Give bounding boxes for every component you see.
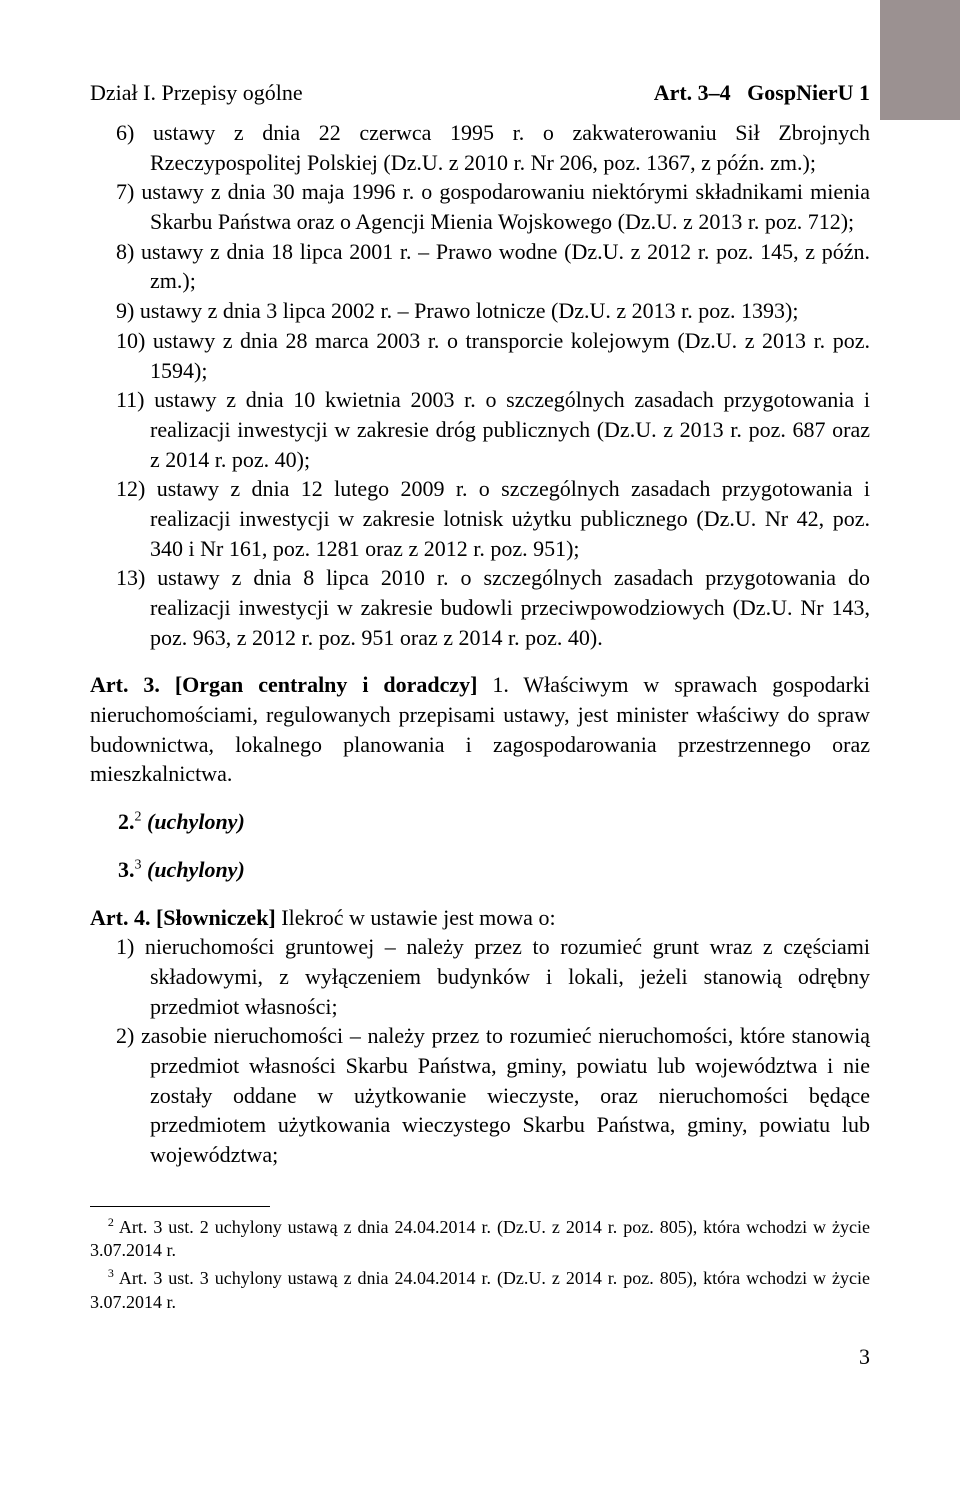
art3-point-2: 2.2 (uchylony) — [90, 807, 870, 837]
list-item-8: 8) ustawy z dnia 18 lipca 2001 r. – Praw… — [90, 237, 870, 296]
fn2-text: Art. 3 ust. 2 uchylony ustawą z dnia 24.… — [90, 1217, 870, 1260]
footnote-3: 3 Art. 3 ust. 3 uchylony ustawą z dnia 2… — [90, 1266, 870, 1314]
art4-item-1: 1) nieruchomości gruntowej – należy prze… — [90, 932, 870, 1021]
header-article-ref: Art. 3–4 — [654, 80, 731, 105]
document-page: Dział I. Przepisy ogólne Art. 3–4 GospNi… — [0, 0, 960, 1487]
art3-title: [Organ centralny i doradczy] — [175, 672, 478, 697]
art4-title: [Słowniczek] — [156, 905, 276, 930]
article-4-intro: Art. 4. [Słowniczek] Ilekroć w ustawie j… — [90, 903, 870, 933]
art4-item-2: 2) zasobie nieruchomości – należy przez … — [90, 1021, 870, 1169]
list-item-12: 12) ustawy z dnia 12 lutego 2009 r. o sz… — [90, 474, 870, 563]
list-item-6: 6) ustawy z dnia 22 czerwca 1995 r. o za… — [90, 118, 870, 177]
page-number: 3 — [90, 1344, 870, 1370]
art4-label: Art. 4. — [90, 905, 150, 930]
art4-intro-text: Ilekroć w ustawie jest mowa o: — [276, 905, 556, 930]
art3-pt3-text: (uchylony) — [147, 857, 245, 882]
art3-pt3-sup: 3 — [135, 857, 142, 872]
list-item-13: 13) ustawy z dnia 8 lipca 2010 r. o szcz… — [90, 563, 870, 652]
side-tab — [880, 0, 960, 120]
numbered-list: 6) ustawy z dnia 22 czerwca 1995 r. o za… — [90, 118, 870, 652]
art4-list: 1) nieruchomości gruntowej – należy prze… — [90, 932, 870, 1170]
fn3-text: Art. 3 ust. 3 uchylony ustawą z dnia 24.… — [90, 1268, 870, 1311]
art3-pt2-text: (uchylony) — [147, 809, 245, 834]
art3-pt2-num: 2. — [118, 809, 135, 834]
header-law-code: GospNierU 1 — [747, 80, 870, 105]
page-header: Dział I. Przepisy ogólne Art. 3–4 GospNi… — [90, 80, 870, 106]
art3-pt2-sup: 2 — [135, 810, 142, 825]
list-item-10: 10) ustawy z dnia 28 marca 2003 r. o tra… — [90, 326, 870, 385]
list-item-9: 9) ustawy z dnia 3 lipca 2002 r. – Prawo… — [90, 296, 870, 326]
header-section: Dział I. Przepisy ogólne — [90, 80, 303, 106]
footnote-2: 2 Art. 3 ust. 2 uchylony ustawą z dnia 2… — [90, 1215, 870, 1263]
footnote-separator — [90, 1206, 270, 1207]
list-item-7: 7) ustawy z dnia 30 maja 1996 r. o gospo… — [90, 177, 870, 236]
header-right: Art. 3–4 GospNierU 1 — [654, 80, 870, 106]
art3-point-3: 3.3 (uchylony) — [90, 855, 870, 885]
article-3: Art. 3. [Organ centralny i doradczy] 1. … — [90, 670, 870, 789]
art3-label: Art. 3. — [90, 672, 160, 697]
art3-pt3-num: 3. — [118, 857, 135, 882]
list-item-11: 11) ustawy z dnia 10 kwietnia 2003 r. o … — [90, 385, 870, 474]
